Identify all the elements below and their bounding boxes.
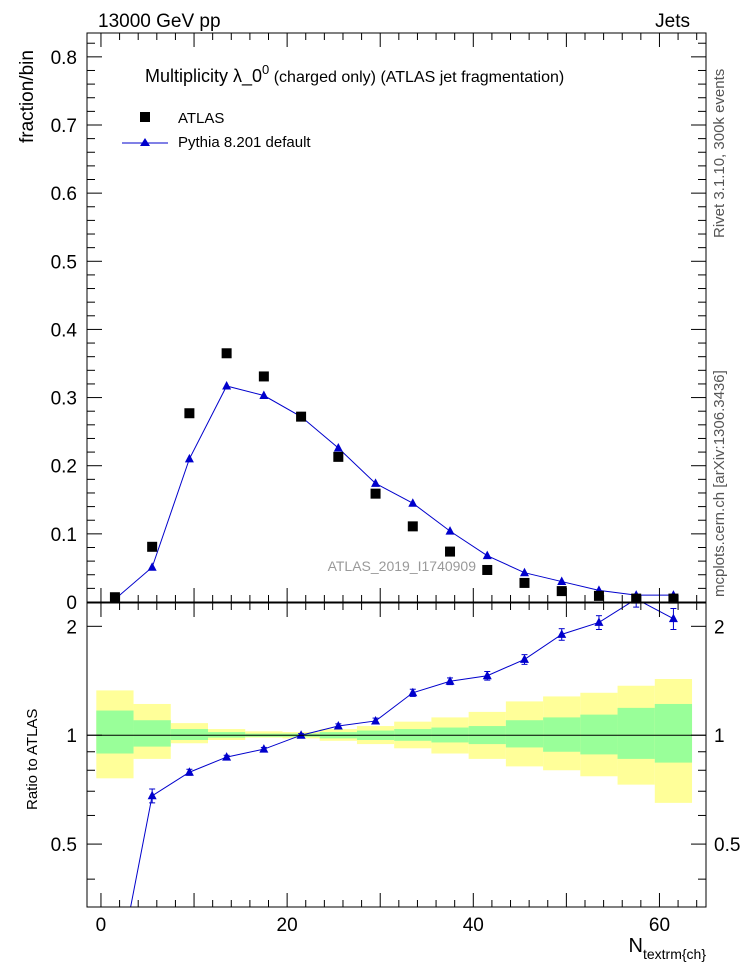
atlas-point bbox=[333, 451, 344, 462]
ratio-point bbox=[668, 613, 678, 623]
main-plot-frame bbox=[86, 32, 707, 603]
atlas-point bbox=[109, 592, 120, 603]
mcplots-label: mcplots.cern.ch [arXiv:1306.3436] bbox=[711, 370, 728, 597]
legend-atlas-marker bbox=[140, 112, 150, 122]
ratio-xtick-label: 60 bbox=[649, 915, 670, 936]
atlas-point bbox=[445, 546, 456, 557]
atlas-point bbox=[258, 371, 269, 382]
pythia-line bbox=[114, 385, 674, 600]
title-rest: (charged only) (ATLAS jet fragmentation) bbox=[269, 69, 564, 86]
main-ytick-label: 0.6 bbox=[51, 184, 77, 205]
ratio-ylabel: Ratio to ATLAS bbox=[24, 709, 41, 810]
legend-pythia-marker bbox=[140, 138, 150, 146]
main-ytick-label: 0.5 bbox=[51, 252, 77, 273]
band-green bbox=[170, 729, 209, 740]
main-ytick-label: 0.8 bbox=[51, 48, 77, 69]
ratio-xtick-label: 0 bbox=[96, 915, 107, 936]
rivet-label: Rivet 3.1.10, 300k events bbox=[711, 69, 728, 238]
ratio-point bbox=[333, 721, 343, 730]
header-energy-label: 13000 GeV pp bbox=[98, 11, 221, 32]
band-green bbox=[617, 707, 655, 759]
atlas-point bbox=[184, 408, 195, 419]
band-green bbox=[580, 714, 618, 755]
band-green bbox=[505, 720, 544, 748]
ratio-point bbox=[408, 687, 418, 697]
pythia-point bbox=[482, 550, 492, 560]
ratio-point bbox=[147, 790, 157, 800]
legend: ATLAS Pythia 8.201 default bbox=[122, 110, 311, 151]
ratio-line bbox=[130, 603, 674, 907]
ratio-ytick-label-right: 1 bbox=[714, 726, 725, 747]
atlas-point bbox=[593, 590, 604, 601]
ratio-point bbox=[594, 617, 604, 626]
pythia-point bbox=[371, 478, 381, 487]
band-green bbox=[96, 710, 134, 754]
ratio-ytick-label: 0.5 bbox=[51, 835, 77, 856]
main-ytick-label: 0.3 bbox=[51, 389, 77, 410]
ratio-point bbox=[445, 676, 455, 685]
ratio-xtick-label: 40 bbox=[463, 915, 484, 936]
pythia-point bbox=[259, 390, 269, 400]
atlas-point bbox=[296, 411, 307, 422]
main-ytick-label: 0.4 bbox=[51, 320, 78, 341]
main-ylabel: fraction/bin bbox=[17, 50, 38, 143]
ratio-point bbox=[222, 752, 232, 761]
pythia-point bbox=[519, 567, 529, 577]
pythia-point bbox=[445, 526, 455, 535]
pythia-point bbox=[147, 562, 157, 571]
ratio-plot: 0.5 0.51 12 20 20 40 60 Ratio to ATLAS Ntextrm… bbox=[24, 602, 740, 962]
atlas-point bbox=[147, 541, 158, 552]
band-green bbox=[654, 703, 693, 763]
main-ytick-label: 0.7 bbox=[51, 116, 77, 137]
main-ytick-label: 0.1 bbox=[51, 525, 77, 546]
legend-atlas-label: ATLAS bbox=[178, 110, 224, 127]
pythia-point bbox=[408, 498, 418, 507]
ratio-xlabel: Ntextrm{ch} bbox=[629, 935, 707, 962]
pythia-point bbox=[557, 576, 567, 586]
ratio-ytick-label-right: 0.5 bbox=[714, 835, 740, 856]
atlas-point bbox=[668, 593, 679, 604]
main-ytick-label: 0 bbox=[66, 593, 77, 614]
atlas-point bbox=[482, 564, 493, 575]
band-green bbox=[543, 717, 581, 752]
atlas-point bbox=[370, 488, 381, 499]
pythia-point bbox=[222, 380, 232, 390]
analysis-tag: ATLAS_2019_I1740909 bbox=[328, 558, 477, 574]
pythia-point bbox=[333, 442, 343, 452]
atlas-point bbox=[631, 593, 642, 604]
title-main: Multiplicity λ_0 bbox=[145, 66, 262, 87]
xlabel-main: N bbox=[629, 935, 643, 957]
main-plot: 0 0.1 0.2 0.3 0.4 0.5 0.6 0.7 0.8 fraction/bin M… bbox=[17, 32, 707, 614]
pythia-point bbox=[184, 453, 194, 463]
atlas-point bbox=[221, 348, 232, 359]
atlas-point bbox=[407, 521, 418, 532]
legend-pythia-label: Pythia 8.201 default bbox=[178, 134, 311, 151]
ratio-point bbox=[371, 715, 381, 725]
title-sup: 0 bbox=[262, 62, 269, 77]
ratio-ytick-label: 1 bbox=[66, 726, 77, 747]
ratio-ytick-label-right: 2 bbox=[714, 617, 725, 638]
xlabel-sub: textrm{ch} bbox=[643, 946, 706, 962]
ratio-point bbox=[557, 629, 567, 638]
ratio-ytick-label: 2 bbox=[66, 617, 77, 638]
atlas-point bbox=[519, 577, 530, 588]
ratio-point bbox=[184, 767, 194, 776]
ratio-point bbox=[519, 654, 529, 663]
band-green bbox=[133, 720, 171, 747]
ratio-plot-frame bbox=[86, 602, 707, 908]
ratio-point bbox=[296, 730, 306, 739]
ratio-point bbox=[482, 670, 492, 680]
header-jets-label: Jets bbox=[655, 11, 690, 32]
atlas-point bbox=[556, 586, 567, 597]
ratio-point bbox=[259, 744, 269, 753]
ratio-xtick-label: 20 bbox=[277, 915, 298, 936]
main-title: Multiplicity λ_00 (charged only) (ATLAS … bbox=[145, 62, 564, 87]
main-ytick-label: 0.2 bbox=[51, 457, 77, 478]
